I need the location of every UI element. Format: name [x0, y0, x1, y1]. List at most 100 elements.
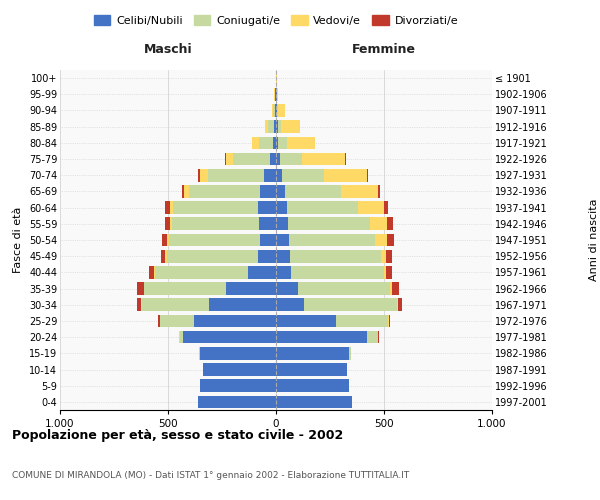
Bar — [142, 298, 209, 311]
Bar — [276, 202, 287, 214]
Bar — [276, 136, 278, 149]
Bar — [276, 396, 352, 408]
Bar — [276, 169, 283, 181]
Bar — [389, 314, 391, 328]
Bar — [268, 120, 274, 133]
Bar — [298, 282, 391, 295]
Bar — [143, 282, 144, 295]
Bar — [165, 202, 170, 214]
Bar — [358, 202, 384, 214]
Bar — [260, 185, 276, 198]
Bar — [387, 218, 392, 230]
Bar — [252, 136, 259, 149]
Bar — [384, 266, 386, 278]
Bar — [388, 314, 389, 328]
Bar — [144, 282, 226, 295]
Bar — [367, 331, 377, 344]
Bar — [384, 202, 388, 214]
Bar — [277, 104, 278, 117]
Bar — [226, 282, 276, 295]
Bar — [183, 331, 276, 344]
Bar — [200, 380, 276, 392]
Bar — [278, 120, 281, 133]
Bar — [248, 266, 276, 278]
Bar — [276, 363, 347, 376]
Bar — [276, 104, 277, 117]
Text: Femmine: Femmine — [352, 44, 416, 57]
Bar — [184, 185, 188, 198]
Bar — [137, 298, 142, 311]
Bar — [276, 266, 291, 278]
Bar — [203, 363, 276, 376]
Bar — [170, 218, 172, 230]
Bar — [194, 314, 276, 328]
Bar — [273, 104, 275, 117]
Bar — [233, 152, 269, 166]
Bar — [198, 169, 200, 181]
Bar — [276, 380, 349, 392]
Bar — [273, 136, 276, 149]
Legend: Celibi/Nubili, Coniugati/e, Vedovi/e, Divorziati/e: Celibi/Nubili, Coniugati/e, Vedovi/e, Di… — [89, 10, 463, 30]
Bar — [276, 120, 278, 133]
Bar — [167, 234, 169, 246]
Bar — [149, 266, 154, 278]
Bar — [345, 152, 346, 166]
Bar — [381, 250, 386, 262]
Bar — [391, 282, 392, 295]
Bar — [264, 169, 276, 181]
Bar — [259, 218, 276, 230]
Bar — [200, 347, 276, 360]
Y-axis label: Anni di nascita: Anni di nascita — [589, 198, 599, 281]
Bar — [161, 234, 167, 246]
Bar — [281, 120, 301, 133]
Bar — [200, 169, 208, 181]
Bar — [283, 169, 323, 181]
Bar — [377, 331, 378, 344]
Bar — [257, 202, 276, 214]
Bar — [276, 298, 304, 311]
Bar — [276, 331, 367, 344]
Bar — [276, 347, 349, 360]
Bar — [291, 266, 384, 278]
Bar — [287, 136, 315, 149]
Bar — [155, 266, 248, 278]
Bar — [167, 250, 257, 262]
Bar — [376, 234, 387, 246]
Bar — [278, 104, 284, 117]
Bar — [274, 120, 276, 133]
Bar — [278, 136, 287, 149]
Bar — [165, 218, 170, 230]
Bar — [208, 169, 264, 181]
Bar — [280, 152, 302, 166]
Bar — [180, 331, 183, 344]
Text: Maschi: Maschi — [143, 44, 193, 57]
Bar — [160, 314, 194, 328]
Bar — [290, 250, 381, 262]
Bar — [172, 218, 259, 230]
Bar — [341, 185, 377, 198]
Bar — [137, 282, 143, 295]
Bar — [225, 152, 226, 166]
Bar — [269, 152, 276, 166]
Bar — [386, 250, 392, 262]
Bar — [165, 250, 167, 262]
Bar — [257, 250, 276, 262]
Bar — [259, 136, 273, 149]
Bar — [275, 104, 276, 117]
Bar — [277, 88, 278, 101]
Bar — [367, 169, 368, 181]
Bar — [276, 218, 288, 230]
Bar — [158, 314, 160, 328]
Bar — [199, 347, 200, 360]
Bar — [173, 202, 257, 214]
Bar — [276, 282, 298, 295]
Bar — [349, 347, 350, 360]
Bar — [378, 331, 379, 344]
Bar — [276, 185, 284, 198]
Bar — [288, 218, 370, 230]
Bar — [170, 202, 173, 214]
Bar — [161, 250, 165, 262]
Bar — [209, 298, 276, 311]
Bar — [398, 298, 403, 311]
Bar — [276, 250, 290, 262]
